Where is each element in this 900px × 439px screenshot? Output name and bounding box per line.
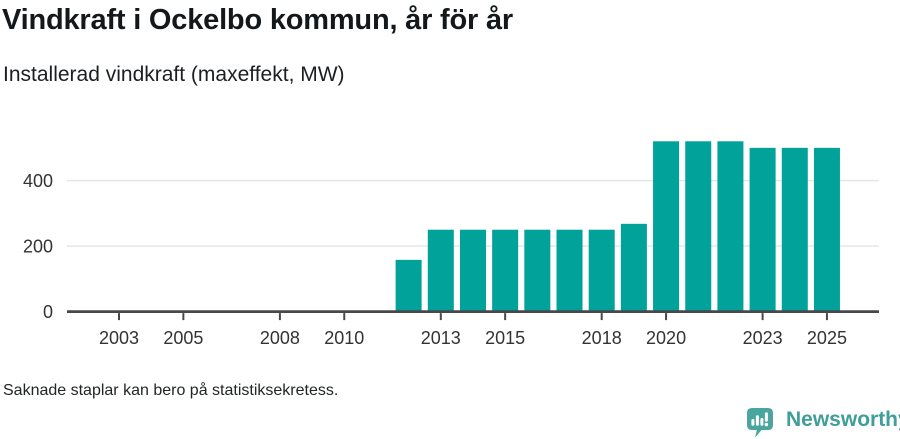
bar-2012 [395,259,422,313]
newsworthy-logo[interactable]: Newsworthy [747,405,900,438]
bar-2023 [749,147,776,313]
x-tick-label-2005: 2005 [163,328,203,348]
x-tick-label-2023: 2023 [743,328,783,348]
x-tick-label-2020: 2020 [646,328,686,348]
x-tick-label-2010: 2010 [324,328,364,348]
y-tick-label-200: 200 [23,237,53,257]
x-tick-label-2015: 2015 [485,328,525,348]
bar-2015 [492,229,519,313]
y-tick-label-400: 400 [23,171,53,191]
bar-2019 [620,223,647,313]
bar-2017 [556,229,583,313]
x-tick-label-2018: 2018 [582,328,622,348]
bar-2014 [459,229,486,313]
bar-2013 [427,229,454,313]
newsworthy-logo-icon [747,408,773,438]
footnote: Saknade staplar kan bero på statistiksek… [3,382,339,399]
bar-2022 [717,141,744,313]
newsworthy-logo-text: Newsworthy [786,408,900,431]
bar-2021 [685,141,712,313]
chart-title: Vindkraft i Ockelbo kommun, år för år [2,4,513,36]
bar-2018 [588,229,615,313]
bar-2024 [781,147,808,313]
x-tick-label-2013: 2013 [421,328,461,348]
bar-2025 [813,147,840,313]
bar-2016 [524,229,551,313]
y-tick-label-0: 0 [43,302,53,322]
chart-subtitle: Installerad vindkraft (maxeffekt, MW) [3,63,345,86]
x-tick-label-2025: 2025 [807,328,847,348]
x-tick-label-2008: 2008 [260,328,300,348]
x-tick-label-2003: 2003 [99,328,139,348]
bar-2020 [653,141,680,313]
